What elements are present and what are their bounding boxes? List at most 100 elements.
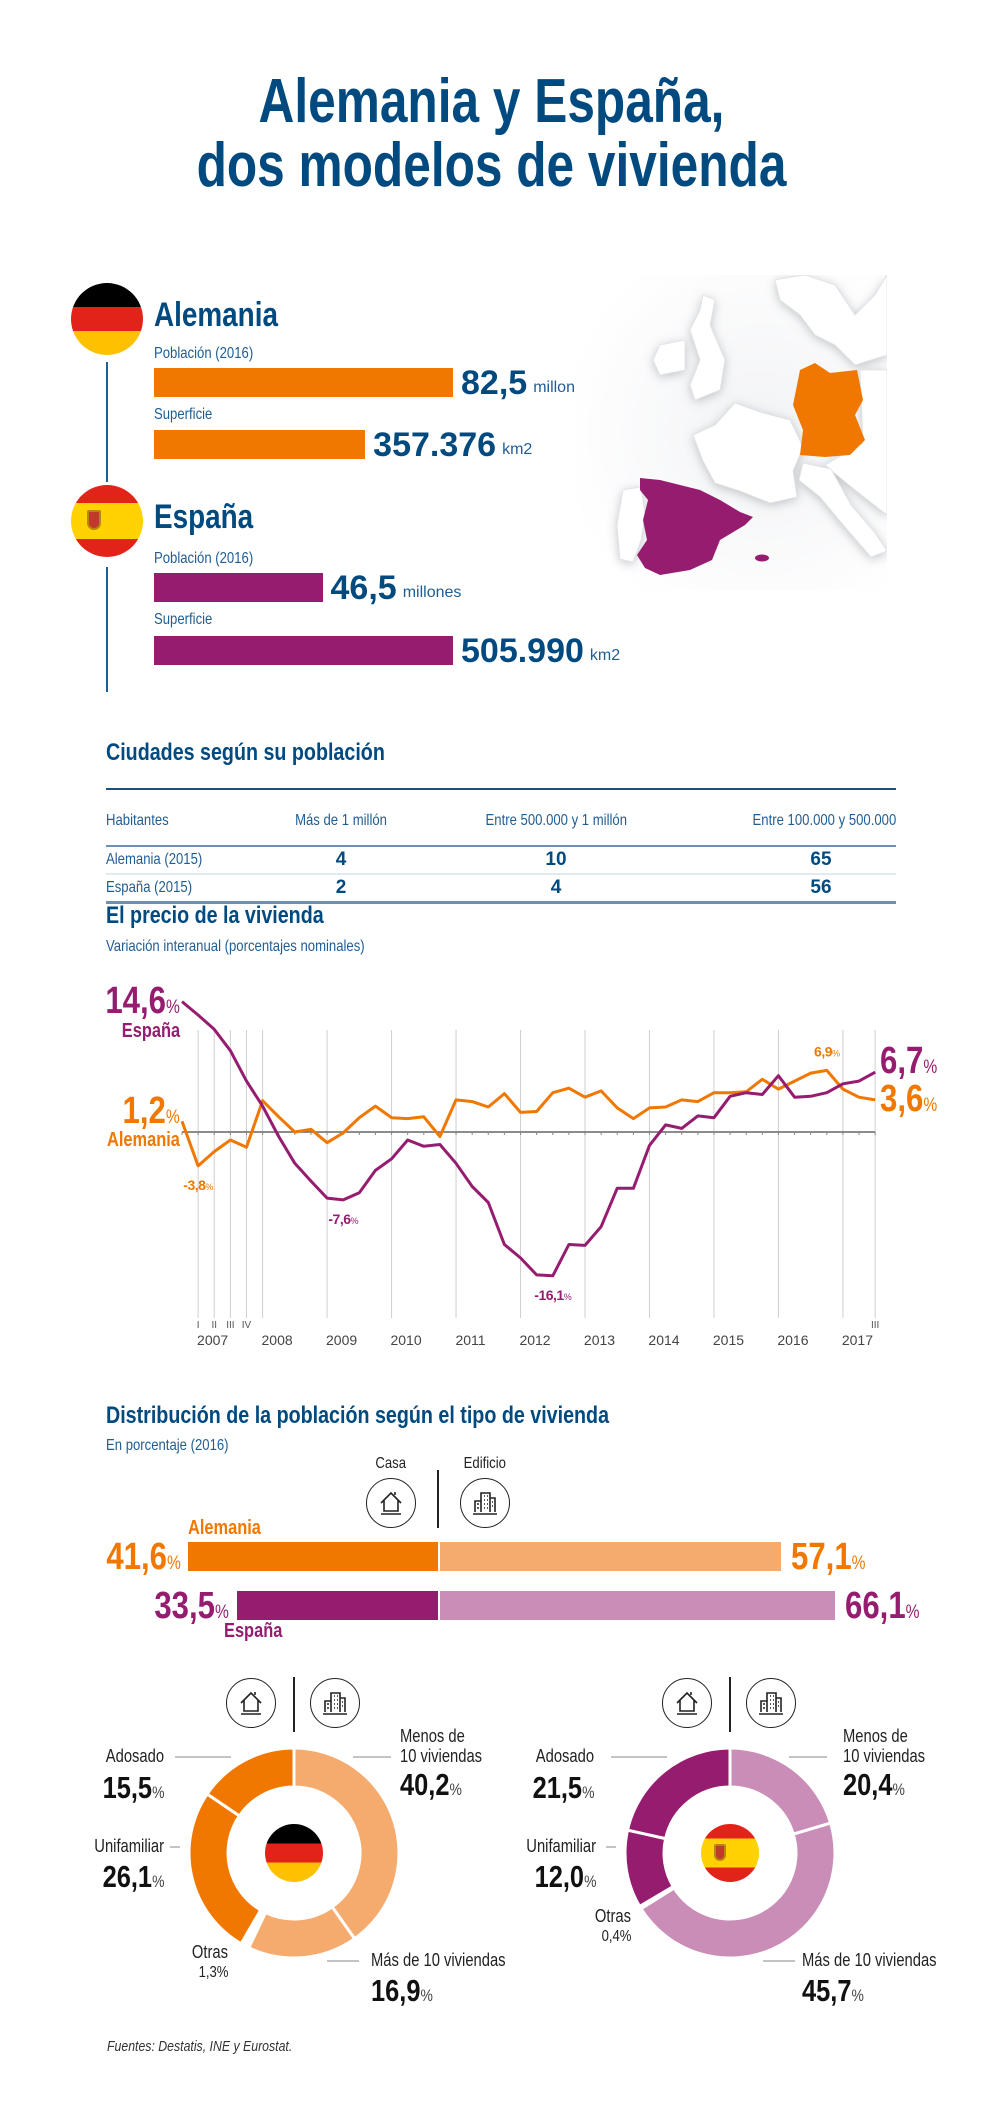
population-label: Población (2016) [154,550,254,567]
year-tick-label: 2015 [713,1332,744,1348]
table-cell: Alemania (2015) [106,846,276,875]
otras-label: Otras [594,1906,631,1926]
menos-de-10-value: 20,4% [843,1767,905,1802]
table-cell: 4 [276,846,406,875]
area-label: Superficie [154,406,213,423]
italy-shape [798,462,887,558]
adosado-value: 21,5% [532,1770,594,1805]
year-tick-label: 2013 [584,1332,615,1348]
house-icon [226,1678,276,1728]
central-europe-shape [824,369,887,516]
table-cell: 56 [706,874,896,904]
table-cell: 2 [276,874,406,904]
table-header: Más de 1 millón [276,788,406,847]
population-bar [154,573,323,602]
alemania-series-label: Alemania [107,1129,180,1151]
area-bar [154,430,366,459]
donut-slice [205,1746,296,1818]
area-bar [154,636,453,665]
year-tick-label: 2017 [842,1332,873,1348]
source-note: Fuentes: Destatis, INE y Eurostat. [107,2038,293,2055]
building-glyph [759,1692,783,1715]
unifamiliar-label: Unifamiliar [526,1836,596,1856]
edificio-label: Edificio [463,1455,507,1472]
table-cell: 10 [406,846,706,875]
population-value: 46,5 [330,568,397,607]
population-unit: millones [402,583,462,601]
building-icon [746,1678,796,1728]
uk-shape [689,294,726,401]
casa-segment [237,1591,438,1620]
house-glyph [676,1691,698,1715]
divider [729,1677,731,1732]
cities-table-title: Ciudades según su población [106,739,385,766]
year-tick-label: 2010 [390,1332,421,1348]
area-value: 505.990 [461,631,584,670]
table-cell: España (2015) [106,874,276,904]
table-cell: 65 [706,846,896,875]
house-icon [366,1478,416,1528]
year-tick-label: 2009 [326,1332,357,1348]
population-value: 82,5 [461,363,528,402]
menos-de-10-label: Menos de 10 viviendas [400,1726,483,1766]
house-glyph [240,1691,262,1715]
building-glyph [473,1492,497,1515]
housing-chart-title: Distribución de la población según el ti… [106,1402,610,1429]
edificio-segment [438,1591,835,1620]
alemania-bar-label: Alemania [188,1517,261,1539]
mas-de-10-label: Más de 10 viviendas [371,1950,506,1970]
otras-value: 0,4% [601,1928,631,1945]
adosado-label: Adosado [105,1746,164,1766]
divider [293,1677,295,1732]
germany-flag-icon [71,283,143,355]
quarter-tick-label: IV [242,1320,252,1331]
quarter-tick-label: II [211,1320,217,1331]
building-icon [310,1678,360,1728]
title-line-1: Alemania y España, [258,67,725,136]
donut-slice [728,1746,833,1837]
area-label: Superficie [154,611,213,628]
edificio-segment [437,1542,781,1571]
unifamiliar-value: 26,1% [102,1859,164,1894]
spain-flag-icon [71,485,143,557]
price-chart-subtitle: Variación interanual (porcentajes nomina… [106,938,365,955]
title-line-2: dos modelos de vivienda [196,131,787,200]
quarter-tick-label: III [226,1320,234,1331]
adosado-value: 15,5% [102,1770,164,1805]
balearic-islands-shape [755,554,769,562]
year-tick-label: 2011 [455,1332,485,1348]
table-header: Habitantes [106,788,276,847]
alemania-housing-bar [188,1542,781,1571]
espana-casa-value: 33,5% [154,1585,229,1627]
germany-shape [793,363,865,457]
mas-de-10-value: 45,7% [802,1973,864,2008]
donut-slice [292,1746,401,1941]
menos-de-10-label: Menos de 10 viviendas [843,1726,926,1766]
population-row-espana: 46,5 millones [154,568,462,607]
price-chart-title: El precio de la vivienda [106,902,324,929]
series-line-alemania [180,1068,876,1168]
table-row: España (2015) 2 4 56 [106,874,896,904]
germany-flag-icon [265,1824,323,1882]
alemania-end-label: 3,6% [880,1078,938,1120]
year-tick-label: 2012 [519,1332,550,1348]
year-tick-label: 2016 [777,1332,808,1348]
scandinavia-shape [774,275,887,366]
area-value: 357.376 [373,425,497,464]
country-name-espana: España [154,498,254,536]
table-header: Entre 500.000 y 1 millón [406,788,706,847]
unifamiliar-label: Unifamiliar [94,1836,164,1856]
country-name-alemania: Alemania [154,296,278,334]
espana-edificio-value: 66,1% [844,1585,920,1627]
espana-end-label: 6,7% [880,1040,938,1082]
alemania-casa-value: 41,6% [105,1536,181,1578]
unifamiliar-value: 12,0% [534,1859,596,1894]
year-tick-label: 2014 [648,1332,679,1348]
adosado-label: Adosado [535,1746,594,1766]
building-glyph [323,1692,347,1715]
menos-de-10-value: 40,2% [400,1767,462,1802]
table-cell: 4 [406,874,706,904]
mas-de-10-value: 16,9% [371,1973,433,2008]
